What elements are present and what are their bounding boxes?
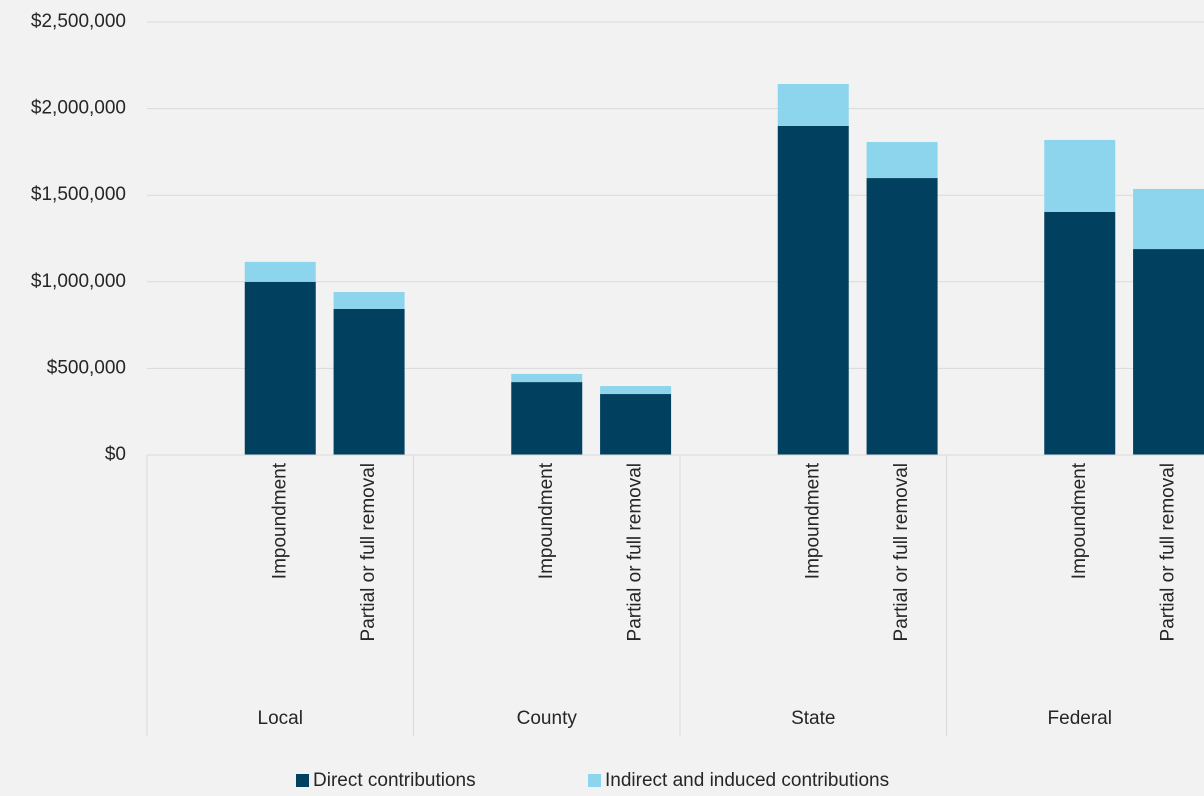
x-tick-label: Impoundment xyxy=(269,462,290,579)
bar-segment xyxy=(777,84,849,126)
group-label: Local xyxy=(258,708,303,729)
bar-segment xyxy=(600,394,672,455)
bar-segment xyxy=(777,125,849,456)
group-label: State xyxy=(791,708,835,729)
x-tick-label: Partial or full removal xyxy=(891,463,912,641)
bar-segment xyxy=(1044,212,1116,455)
legend-label: Direct contributions xyxy=(313,770,476,791)
legend-label: Indirect and induced contributions xyxy=(605,770,889,791)
bar-segment xyxy=(866,142,938,179)
y-tick-label: $2,500,000 xyxy=(31,11,126,32)
y-tick-label: $1,000,000 xyxy=(31,271,126,292)
x-tick-label: Impoundment xyxy=(802,462,823,579)
group-label: Federal xyxy=(1048,708,1112,729)
bar-segment xyxy=(511,382,583,455)
x-tick-label: Partial or full removal xyxy=(625,463,646,641)
x-tick-label: Partial or full removal xyxy=(1158,463,1179,641)
bar-segment xyxy=(1133,188,1204,250)
x-tick-label: Partial or full removal xyxy=(358,463,379,641)
y-tick-label: $0 xyxy=(105,444,126,465)
y-tick-label: $500,000 xyxy=(47,357,126,378)
legend-swatch xyxy=(588,774,601,787)
y-tick-label: $1,500,000 xyxy=(31,184,126,205)
bar-segment xyxy=(1133,249,1204,455)
bar-segment xyxy=(866,178,938,455)
bar-segment xyxy=(1044,139,1116,213)
bar-segment xyxy=(511,373,583,383)
y-tick-label: $2,000,000 xyxy=(31,98,126,119)
bar-segment xyxy=(333,292,405,309)
bar-segment xyxy=(333,308,405,455)
legend-swatch xyxy=(296,774,309,787)
bar-segment xyxy=(600,386,672,395)
x-tick-label: Impoundment xyxy=(1069,462,1090,579)
x-tick-label: Impoundment xyxy=(536,462,557,579)
bar-segment xyxy=(244,281,316,455)
bar-segment xyxy=(244,261,316,282)
group-label: County xyxy=(517,708,578,729)
